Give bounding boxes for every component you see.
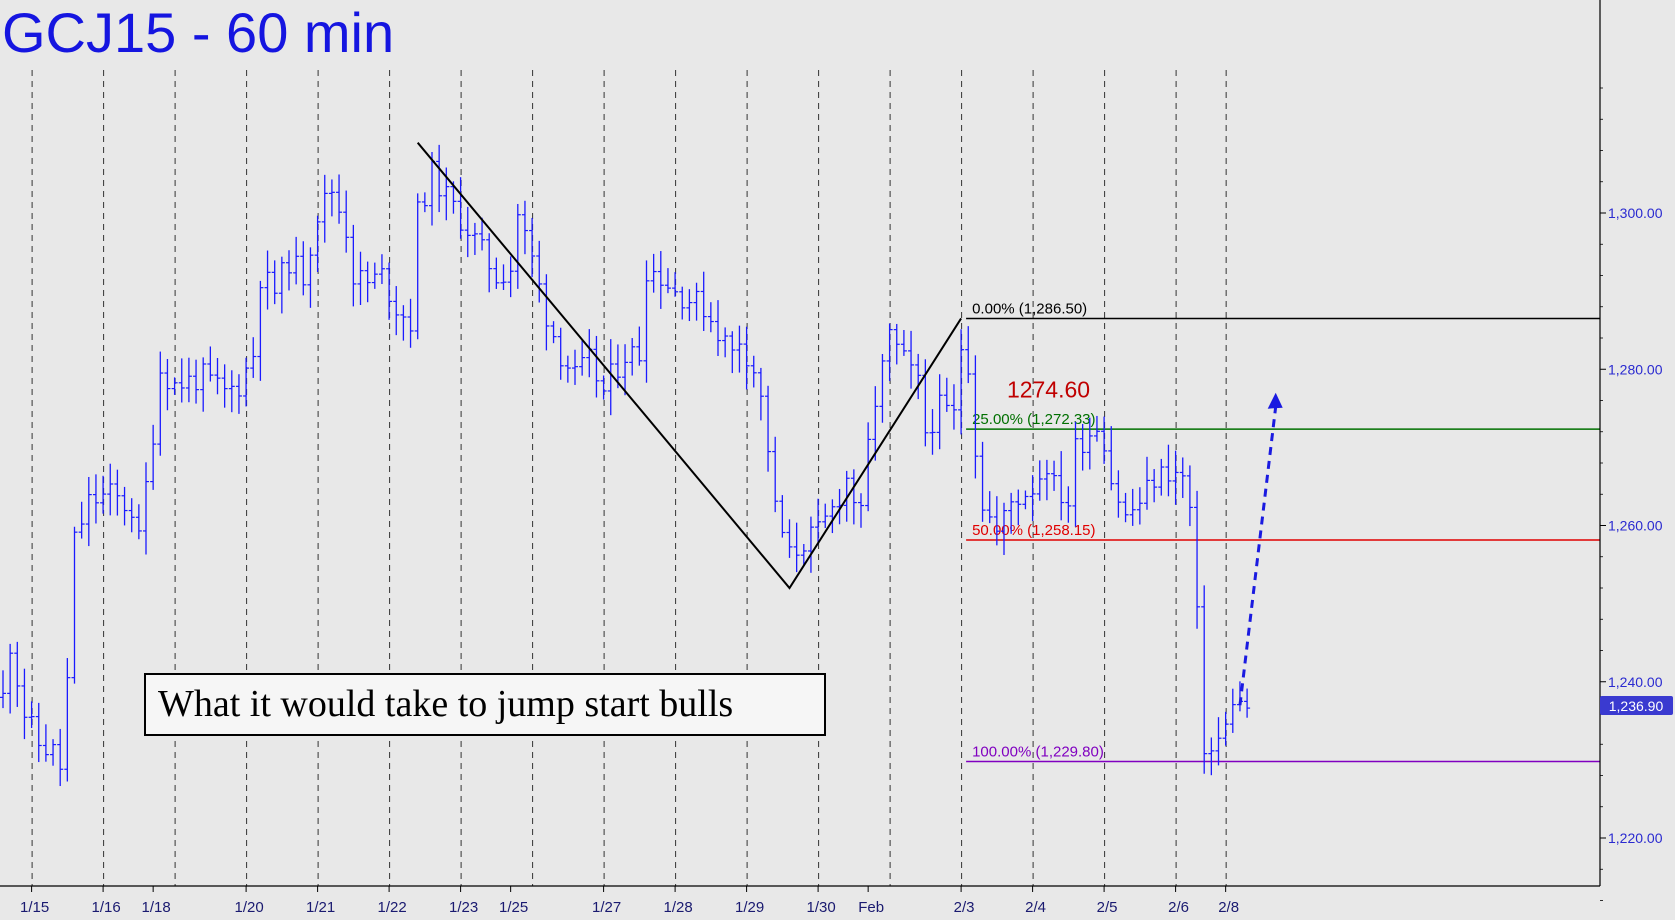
price-callout: 1274.60	[1007, 376, 1090, 402]
date-axis-label: 2/6	[1168, 899, 1189, 916]
fib-level-label: 0.00% (1,286.50)	[972, 300, 1087, 317]
price-axis-label: 1,220.00	[1608, 830, 1663, 846]
date-axis-label: 1/30	[806, 899, 835, 916]
pattern-zigzag-line	[416, 142, 962, 590]
price-axis-label: 1,260.00	[1608, 518, 1663, 534]
last-price-tag: 1,236.90	[1600, 695, 1673, 715]
date-axis-label: 2/4	[1025, 899, 1046, 916]
date-axis-label: 1/23	[449, 899, 478, 916]
date-axis-label: 1/16	[91, 899, 120, 916]
date-axis-label: 1/29	[735, 899, 764, 916]
date-axis-label: 1/25	[499, 899, 528, 916]
date-axis-label: 1/15	[20, 899, 49, 916]
projection-path	[1238, 392, 1283, 706]
chart-title: GCJ15 - 60 min	[2, 1, 394, 64]
annotation-frame	[144, 673, 826, 736]
fib-level-label: 50.00% (1,258.15)	[972, 522, 1095, 539]
annotation-text: What it would take to jump start bulls	[158, 683, 733, 725]
date-axis-label: 1/28	[663, 899, 692, 916]
date-axis-label: 2/5	[1097, 899, 1118, 916]
price-axis: 1,220.00 1,240.00 1,260.00 1,280.00 1,300.00	[1599, 0, 1663, 901]
date-axis-label: 1/22	[377, 899, 406, 916]
fibonacci-levels: 0.00% (1,286.50) 25.00% (1,272.33) 50.00% …	[966, 300, 1600, 763]
date-axis: 1/15 1/16 1/18 1/20 1/21 1/22 1/23 1/25 1/27 1/28…	[0, 885, 1600, 916]
last-price-tag-background	[1600, 695, 1673, 715]
date-axis-label: 1/20	[234, 899, 263, 916]
date-axis-label: 2/8	[1218, 899, 1239, 916]
fib-level-label: 25.00% (1,272.33)	[972, 411, 1095, 428]
last-price-value: 1,236.90	[1609, 698, 1664, 714]
date-axis-label: 1/27	[592, 899, 621, 916]
price-axis-label: 1,240.00	[1608, 674, 1663, 690]
date-axis-label: 1/21	[306, 899, 335, 916]
price-axis-label: 1,300.00	[1608, 205, 1663, 221]
price-axis-label: 1,280.00	[1608, 361, 1663, 377]
fib-level-label: 100.00% (1,229.80)	[972, 743, 1104, 760]
date-axis-label: 1/18	[142, 899, 171, 916]
pattern-lines	[416, 142, 962, 590]
price-bars	[0, 144, 1251, 787]
date-axis-label: 2/3	[954, 899, 975, 916]
date-axis-label: Feb	[858, 899, 884, 916]
projection-arrowhead	[1267, 392, 1283, 409]
annotation-box: What it would take to jump start bulls	[144, 673, 826, 736]
